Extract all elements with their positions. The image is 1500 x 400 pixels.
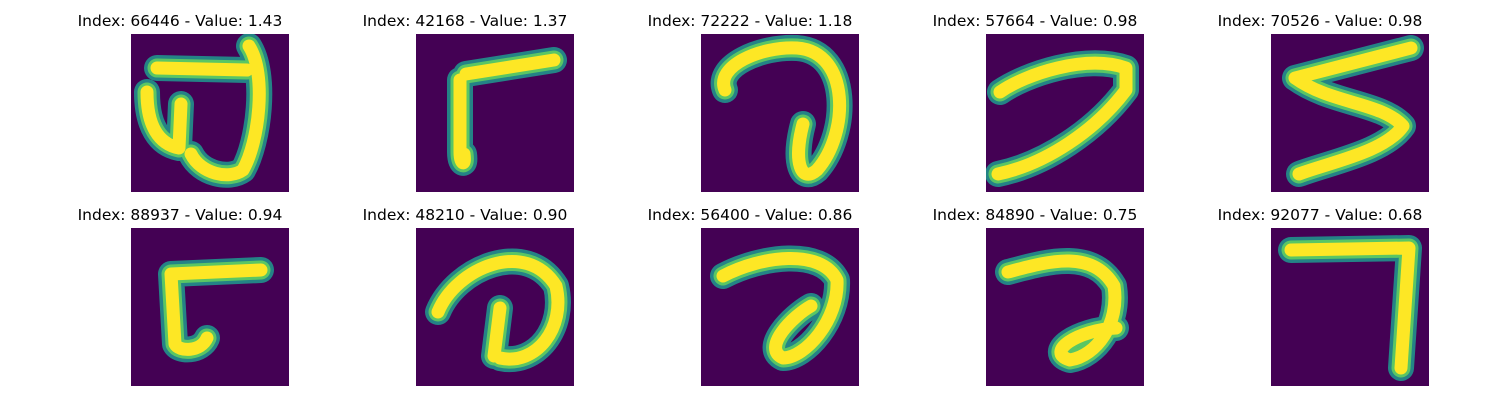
panel-9: Index: 84890 - Value: 0.75: [885, 194, 1185, 386]
digit-drawing: [710, 245, 851, 371]
digit-image: [701, 34, 859, 192]
digit-image: [416, 228, 574, 386]
panel-title: Index: 57664 - Value: 0.98: [932, 12, 1138, 30]
digit-image: [986, 34, 1144, 192]
panel-title: Index: 48210 - Value: 0.90: [362, 206, 568, 224]
digit-drawing: [134, 34, 273, 188]
digit-stroke: [164, 263, 268, 356]
digit-image: [986, 228, 1144, 386]
panel-7: Index: 48210 - Value: 0.90: [315, 194, 615, 386]
panel-title: Index: 72222 - Value: 1.18: [647, 12, 853, 30]
panel-title: Index: 84890 - Value: 0.75: [932, 206, 1138, 224]
panel-title: Index: 42168 - Value: 1.37: [362, 12, 568, 30]
panel-3: Index: 72222 - Value: 1.18: [600, 0, 900, 192]
digit-drawing: [986, 50, 1139, 187]
digit-drawing: [158, 257, 274, 363]
digit-drawing: [710, 34, 853, 187]
panel-2: Index: 42168 - Value: 1.37: [315, 0, 615, 192]
digit-stroke: [1278, 235, 1422, 381]
digit-image: [416, 34, 574, 192]
digit-drawing: [425, 248, 571, 373]
digit-stroke: [431, 255, 565, 366]
digit-drawing: [995, 248, 1129, 373]
digit-drawing: [1282, 35, 1424, 187]
digit-stroke: [716, 252, 844, 365]
panel-6: Index: 88937 - Value: 0.94: [30, 194, 330, 386]
panel-1: Index: 66446 - Value: 1.43: [30, 0, 330, 192]
digit-stroke: [453, 53, 561, 170]
panel-title: Index: 56400 - Value: 0.86: [647, 206, 853, 224]
panel-title: Index: 70526 - Value: 0.98: [1217, 12, 1423, 30]
digit-stroke: [1284, 241, 1416, 375]
digit-image: [1271, 228, 1429, 386]
digit-stroke: [991, 56, 1133, 181]
digit-image: [1271, 34, 1429, 192]
digit-drawing: [447, 47, 567, 176]
panel-title: Index: 88937 - Value: 0.94: [77, 206, 283, 224]
digit-stroke: [717, 41, 847, 181]
digit-drawing: [1278, 235, 1422, 381]
digit-stroke: [1288, 41, 1418, 181]
panel-5: Index: 70526 - Value: 0.98: [1170, 0, 1470, 192]
digit-stroke: [1001, 254, 1123, 367]
digit-image: [131, 228, 289, 386]
panel-title: Index: 92077 - Value: 0.68: [1217, 206, 1423, 224]
panel-8: Index: 56400 - Value: 0.86: [600, 194, 900, 386]
panel-4: Index: 57664 - Value: 0.98: [885, 0, 1185, 192]
digit-stroke: [140, 39, 266, 182]
digit-image: [701, 228, 859, 386]
panel-title: Index: 66446 - Value: 1.43: [77, 12, 283, 30]
digit-image: [131, 34, 289, 192]
panel-10: Index: 92077 - Value: 0.68: [1170, 194, 1470, 386]
